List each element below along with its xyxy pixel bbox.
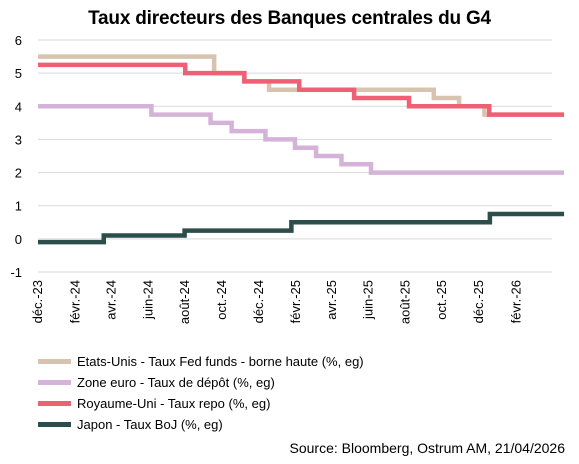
x-tick-label: juin-25	[361, 280, 376, 320]
series-line-japan	[38, 211, 565, 245]
chart-source-note: Source: Bloomberg, Ostrum AM, 21/04/2026	[289, 440, 565, 456]
legend-item-japan: Japon - Taux BoJ (%, eg)	[38, 414, 364, 435]
series-line-eurozone	[38, 104, 565, 175]
x-tick-label: déc.-25	[471, 280, 486, 323]
y-tick-label: 1	[15, 199, 22, 214]
x-tick-label: oct.-24	[214, 280, 229, 320]
x-tick-label: déc.-23	[30, 280, 45, 323]
legend-swatch-eurozone	[38, 380, 71, 385]
x-tick-label: avr.-24	[104, 280, 119, 320]
legend-label-eurozone: Zone euro - Taux de dépôt (%, eg)	[77, 375, 275, 390]
series-line-uk	[38, 62, 565, 117]
y-tick-label: -1	[10, 265, 22, 280]
chart-legend: Etats-Unis - Taux Fed funds - borne haut…	[38, 351, 364, 435]
legend-swatch-japan	[38, 422, 71, 427]
y-tick-label: 3	[15, 132, 22, 147]
x-tick-label: déc.-24	[251, 280, 266, 323]
y-tick-label: 6	[15, 33, 22, 48]
x-tick-label: août-25	[397, 280, 412, 324]
chart-title: Taux directeurs des Banques centrales du…	[88, 8, 491, 29]
x-tick-label: juin-24	[140, 280, 155, 320]
legend-label-us: Etats-Unis - Taux Fed funds - borne haut…	[77, 354, 364, 369]
legend-label-japan: Japon - Taux BoJ (%, eg)	[77, 417, 223, 432]
x-axis-tick-labels: déc.-23 févr.-24 avr.-24 juin-24 août-24 oct.…	[30, 280, 523, 324]
series-lines	[38, 54, 565, 245]
x-tick-label: oct.-25	[434, 280, 449, 320]
y-tick-label: 2	[15, 166, 22, 181]
x-tick-label: févr.-24	[67, 280, 82, 323]
x-tick-label: févr.-25	[288, 280, 303, 323]
x-tick-label: avr.-25	[324, 280, 339, 320]
y-axis-tick-labels: -1 0 1 2 3 4 5 6	[10, 33, 22, 280]
legend-swatch-uk	[38, 401, 71, 406]
legend-item-uk: Royaume-Uni - Taux repo (%, eg)	[38, 393, 364, 414]
x-tick-label: févr.-26	[508, 280, 523, 323]
legend-item-eurozone: Zone euro - Taux de dépôt (%, eg)	[38, 372, 364, 393]
y-tick-label: 0	[15, 232, 22, 247]
legend-label-uk: Royaume-Uni - Taux repo (%, eg)	[77, 396, 271, 411]
y-tick-label: 5	[15, 66, 22, 81]
legend-item-us: Etats-Unis - Taux Fed funds - borne haut…	[38, 351, 364, 372]
legend-swatch-us	[38, 359, 71, 364]
x-tick-label: août-24	[177, 280, 192, 324]
y-tick-label: 4	[15, 99, 22, 114]
